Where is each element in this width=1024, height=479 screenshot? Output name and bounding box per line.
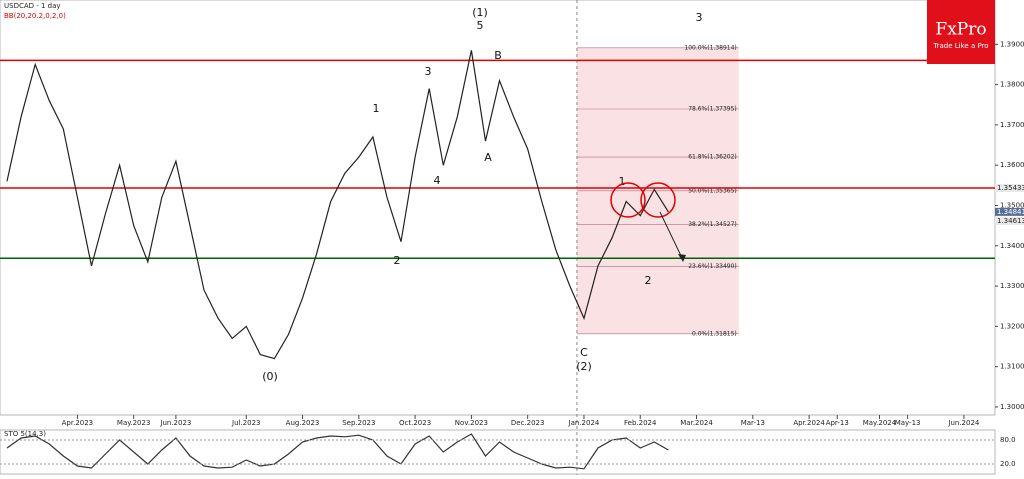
y-tick-label: 1.39000	[1000, 40, 1024, 48]
fib-label: 0.0%(1.31815)	[692, 330, 737, 337]
x-tick-label: Mar.2024	[680, 419, 713, 427]
y-tick-label: 1.35000	[1000, 201, 1024, 209]
y-tick-label: 1.36000	[1000, 161, 1024, 169]
y-tick-label: 1.33000	[1000, 282, 1024, 290]
wave-label: (2)	[576, 360, 592, 373]
fib-label: 23.6%(1.33490)	[688, 263, 737, 270]
wave-label: 4	[434, 174, 441, 187]
arrow-head	[678, 254, 686, 262]
series-line	[6, 50, 669, 360]
y-tick-label: 1.34000	[1000, 242, 1024, 250]
x-tick-label: Jul.2023	[231, 419, 261, 427]
x-tick-label: Apr-13	[826, 419, 849, 427]
price-tag-label: 1.34841	[997, 208, 1024, 216]
wave-label: 3	[425, 65, 432, 78]
x-tick-label: May-13	[895, 419, 921, 427]
x-tick-label: Jun.2023	[159, 419, 191, 427]
x-tick-label: Mar-13	[741, 419, 765, 427]
chart-subtitle: BB(20,20.2,0,2,0)	[4, 12, 66, 20]
x-tick-label: Feb.2024	[624, 419, 657, 427]
fib-label: 78.6%(1.37395)	[688, 105, 737, 112]
fib-label: 61.8%(1.36202)	[688, 154, 737, 161]
x-tick-label: Aug.2023	[286, 419, 320, 427]
wave-label: C	[580, 346, 588, 359]
price-tag-label: 1.34613	[997, 217, 1024, 225]
arrow	[659, 211, 684, 261]
x-tick-label: May.2023	[117, 419, 151, 427]
wave-label: 3	[696, 11, 703, 24]
sto-panel	[0, 429, 996, 475]
fib-label: 100.0%(1.38914)	[684, 44, 736, 51]
highlight-circle	[610, 182, 646, 218]
x-tick-label: Jun.2024	[947, 419, 980, 427]
price-tag	[995, 207, 1024, 216]
logo-box	[927, 0, 995, 64]
y-tick-label: 1.37000	[1000, 121, 1024, 129]
price-tag	[995, 184, 1024, 193]
fib-group: 100.0%(1.38914) 78.6%(1.37395) 61.8%(1.362…	[576, 0, 739, 475]
series-line	[6, 433, 669, 470]
x-tick-label: Jan.2024	[568, 419, 600, 427]
wave-label: B	[494, 49, 502, 62]
x-tick-label: Sep.2023	[342, 419, 375, 427]
wave-label: 1	[619, 175, 626, 188]
x-tick-label: Apr.2023	[62, 419, 94, 427]
sto-tick-label: 80.0	[1000, 436, 1016, 444]
fib-label: 38.2%(1.34527)	[688, 221, 737, 228]
x-tick-label: May.2024	[863, 419, 897, 427]
fib-label: 50.0%(1.35365)	[688, 187, 737, 194]
x-tick-label: Dec.2023	[511, 419, 545, 427]
x-tick-label: Nov.2023	[455, 419, 488, 427]
x-tick-label: Oct.2023	[399, 419, 431, 427]
x-tick-label: Apr.2024	[793, 419, 825, 427]
wave-label: (0)	[262, 370, 278, 383]
highlight-circle	[640, 182, 676, 218]
wave-label: A	[484, 151, 492, 164]
plot-group: 1.30000 1.31000 1.32000 1.33000 1.34000 1.350…	[0, 40, 1024, 470]
wave-label: (1)	[472, 6, 488, 19]
wave-label: 2	[394, 254, 401, 267]
price-panel	[0, 0, 996, 416]
wave-label: 5	[477, 19, 484, 32]
y-tick-label: 1.31000	[1000, 363, 1024, 371]
sto-title: STO 5(14,3)	[4, 430, 46, 438]
sto-tick-label: 20.0	[1000, 460, 1016, 468]
logo-name: FxPro	[935, 20, 986, 40]
wave-label: 2	[645, 274, 652, 287]
y-tick-label: 1.32000	[1000, 322, 1024, 330]
y-tick-label: 1.30000	[1000, 403, 1024, 411]
logo-tagline: Trade Like a Pro	[932, 42, 988, 50]
y-tick-label: 1.38000	[1000, 81, 1024, 89]
price-tag	[995, 217, 1024, 226]
chart-title: USDCAD - 1 day	[4, 2, 61, 10]
price-tag-label: 1.35433	[997, 184, 1024, 192]
wave-label: 1	[373, 102, 380, 115]
